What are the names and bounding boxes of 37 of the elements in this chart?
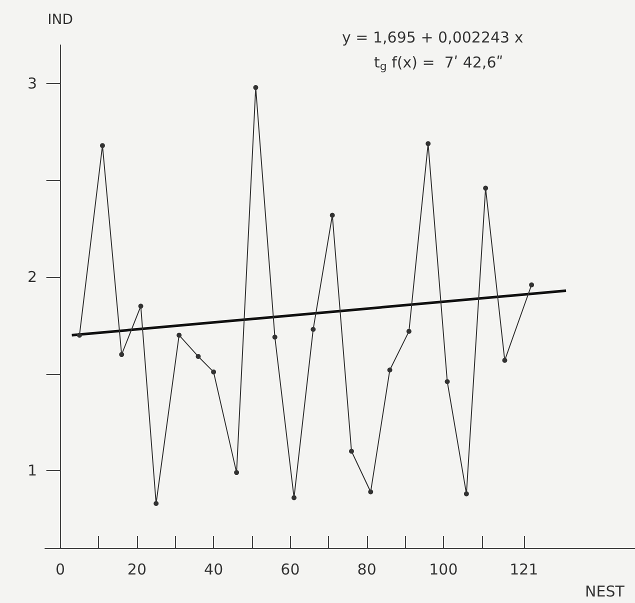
y-tick-label: 3 [27, 74, 37, 93]
point [292, 495, 297, 500]
point [234, 470, 240, 476]
point [406, 328, 412, 334]
point [502, 358, 508, 363]
point [119, 352, 124, 358]
point [154, 501, 159, 506]
point [211, 369, 216, 374]
x-tick-label: 0 [56, 560, 66, 578]
y-axis-title: IND [48, 12, 74, 28]
x-tick-label: 121 [510, 560, 538, 578]
y-tick-label: 2 [27, 268, 37, 286]
annotation: y = 1,695 + 0,002243 x [342, 28, 524, 46]
point [76, 332, 82, 338]
point [196, 354, 201, 359]
point [310, 326, 316, 332]
point [138, 304, 144, 309]
point [529, 282, 534, 288]
point [444, 379, 450, 384]
x-tick-label: 40 [204, 560, 224, 578]
point [330, 212, 335, 218]
point [349, 448, 354, 454]
point [253, 85, 258, 90]
x-tick-label: 100 [429, 560, 458, 578]
point [464, 491, 469, 496]
x-tick-label: 80 [357, 560, 376, 578]
point [426, 141, 431, 146]
point [272, 334, 278, 340]
point [100, 143, 105, 148]
x-tick-label: 20 [127, 560, 146, 578]
point [176, 332, 182, 338]
point [368, 489, 374, 494]
y-tick-label: 1 [27, 462, 37, 480]
x-axis-title: NEST [585, 582, 626, 600]
point [387, 368, 392, 373]
x-tick-label: 60 [280, 560, 300, 578]
point [483, 186, 488, 191]
